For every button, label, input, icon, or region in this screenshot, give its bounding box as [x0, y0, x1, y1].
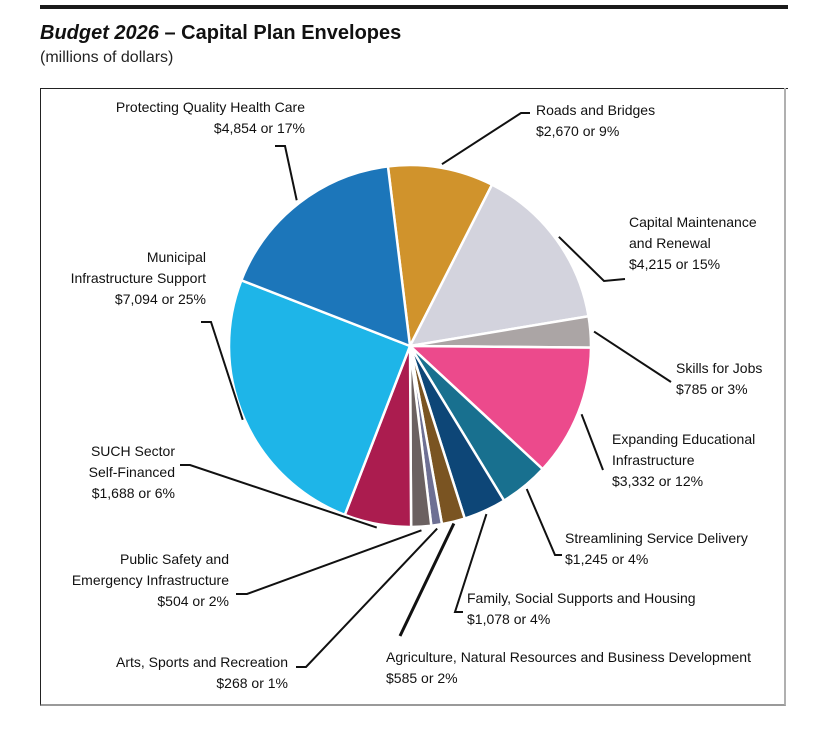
leader-line — [525, 488, 562, 556]
slice-value-label: $585 or 2% — [386, 670, 458, 686]
slice-name-label: Self-Financed — [89, 464, 175, 480]
slice-label: Agriculture, Natural Resources and Busin… — [386, 649, 751, 686]
slice-value-label: $785 or 3% — [676, 381, 748, 397]
slice-value-label: $2,670 or 9% — [536, 123, 619, 139]
slice-name-label: Streamlining Service Delivery — [565, 530, 748, 546]
slice-name-label: Infrastructure Support — [71, 270, 207, 286]
pie-slices — [227, 163, 593, 529]
pie-slice-capital-maintenance-and-renewal — [408, 183, 590, 348]
slice-name-label: Roads and Bridges — [536, 102, 655, 118]
chart-frame — [40, 88, 786, 706]
leader-line — [296, 527, 438, 668]
slice-label: Family, Social Supports and Housing $1,07… — [467, 590, 696, 627]
slice-label: Public Safety and Emergency Infrastructur… — [72, 551, 229, 609]
slice-label: Skills for Jobs $785 or 3% — [676, 360, 762, 397]
slice-name-label: Emergency Infrastructure — [72, 572, 229, 588]
slice-label: Capital Maintenance and Renewal $4,215 or … — [629, 214, 757, 272]
slice-value-label: $7,094 or 25% — [115, 291, 206, 307]
header-divider — [40, 88, 788, 89]
slice-value-label: $268 or 1% — [216, 675, 288, 691]
leader-line — [558, 236, 626, 283]
slice-label: Expanding Educational Infrastructure $3,33… — [612, 431, 755, 489]
leader-line — [580, 413, 604, 471]
leader-line — [201, 321, 244, 421]
slice-value-label: $4,215 or 15% — [629, 256, 720, 272]
pie-slice-municipal-infrastructure-support — [227, 279, 412, 517]
leader-line — [180, 464, 378, 529]
slice-value-label: $4,854 or 17% — [214, 120, 305, 136]
pie-slice-expanding-educational-infrastructure — [408, 344, 593, 471]
slice-name-label: Public Safety and — [120, 551, 229, 567]
slice-name-label: Municipal — [147, 249, 206, 265]
slice-value-label: $3,332 or 12% — [612, 473, 703, 489]
slice-name-label: Arts, Sports and Recreation — [116, 654, 288, 670]
pie-slice-protecting-quality-health-care — [240, 165, 412, 348]
leader-lines — [180, 112, 672, 668]
slice-label: Roads and Bridges $2,670 or 9% — [536, 102, 655, 139]
chart-title-italic: Budget 2026 — [40, 22, 159, 44]
slice-value-label: $1,245 or 4% — [565, 551, 648, 567]
slice-name-label: Skills for Jobs — [676, 360, 762, 376]
slice-label: SUCH Sector Self-Financed $1,688 or 6% — [89, 443, 176, 501]
chart-title: Budget 2026 – Capital Plan Envelopes — [40, 22, 401, 45]
slice-name-label: Protecting Quality Health Care — [116, 99, 305, 115]
pie-slice-roads-and-bridges — [386, 163, 494, 348]
leader-line — [275, 145, 298, 201]
slice-label: Municipal Infrastructure Support $7,094 or… — [71, 249, 207, 307]
slice-label: Arts, Sports and Recreation $268 or 1% — [116, 654, 288, 691]
slice-name-label: Family, Social Supports and Housing — [467, 590, 696, 606]
top-rule — [40, 5, 788, 9]
chart-title-rest: – Capital Plan Envelopes — [158, 22, 402, 44]
slice-value-label: $1,688 or 6% — [92, 485, 175, 501]
slice-name-label: Agriculture, Natural Resources and Busin… — [386, 649, 751, 665]
slice-name-label: Capital Maintenance — [629, 214, 757, 230]
leader-line — [236, 529, 422, 595]
leader-line — [398, 522, 456, 637]
slice-value-label: $1,078 or 4% — [467, 611, 550, 627]
slice-name-label: and Renewal — [629, 235, 711, 251]
slice-labels: Roads and Bridges $2,670 or 9% Capital Mai… — [71, 99, 763, 691]
chart-subtitle: (millions of dollars) — [40, 49, 174, 66]
leader-line — [453, 513, 488, 613]
slice-name-label: Infrastructure — [612, 452, 695, 468]
slice-name-label: Expanding Educational — [612, 431, 755, 447]
slice-label: Protecting Quality Health Care $4,854 or … — [116, 99, 305, 136]
slice-value-label: $504 or 2% — [157, 593, 229, 609]
slice-name-label: SUCH Sector — [91, 443, 175, 459]
leader-line — [441, 112, 530, 166]
leader-line — [593, 330, 672, 383]
slice-label: Streamlining Service Delivery $1,245 or 4… — [565, 530, 748, 567]
